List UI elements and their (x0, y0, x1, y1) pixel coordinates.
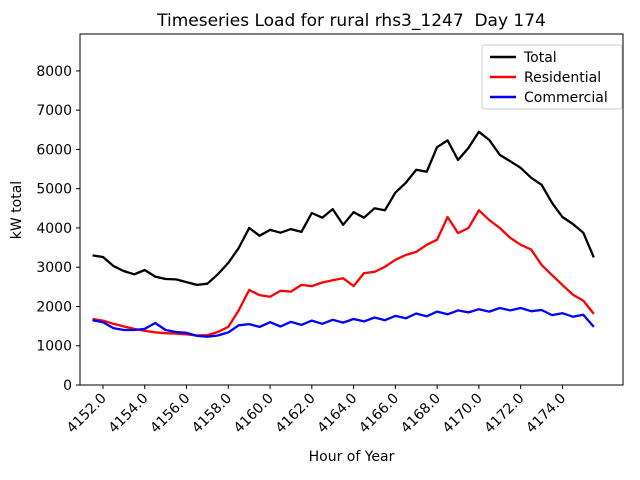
x-tick-label: 4168.0 (398, 391, 444, 437)
x-tick-label: 4172.0 (482, 391, 528, 437)
x-tick-label: 4162.0 (273, 391, 319, 437)
y-tick-label: 8000 (36, 64, 72, 80)
y-tick-label: 7000 (36, 103, 72, 119)
x-tick-label: 4158.0 (189, 391, 235, 437)
y-tick-label: 6000 (36, 142, 72, 158)
series-line-total (92, 130, 595, 287)
y-tick-label: 5000 (36, 182, 72, 198)
x-tick-label: 4164.0 (314, 391, 360, 437)
x-axis-label: Hour of Year (308, 449, 395, 465)
series-line-residential (92, 209, 595, 337)
legend-label-total: Total (523, 50, 557, 66)
legend-label-commercial: Commercial (524, 90, 608, 106)
legend: Total Residential Commercial (481, 44, 623, 110)
x-tick-label: 4170.0 (440, 391, 486, 437)
legend-box (481, 44, 623, 110)
chart-title: Timeseries Load for rural rhs3_1247 Day … (157, 11, 546, 31)
plot-frame (79, 33, 624, 386)
series-line-commercial (92, 306, 595, 338)
x-tick-label: 4152.0 (64, 391, 110, 437)
y-tick-label: 4000 (36, 221, 72, 237)
legend-label-residential: Residential (524, 70, 601, 86)
y-tick-label: 1000 (36, 339, 72, 355)
x-tick-label: 4154.0 (106, 391, 152, 437)
x-tick-label: 4156.0 (147, 391, 193, 437)
x-tick-label: 4160.0 (231, 391, 277, 437)
y-tick-label: 0 (63, 378, 72, 394)
x-tick-label: 4174.0 (523, 391, 569, 437)
y-tick-label: 2000 (36, 299, 72, 315)
y-tick-label: 3000 (36, 260, 72, 276)
x-tick-label: 4166.0 (356, 391, 402, 437)
